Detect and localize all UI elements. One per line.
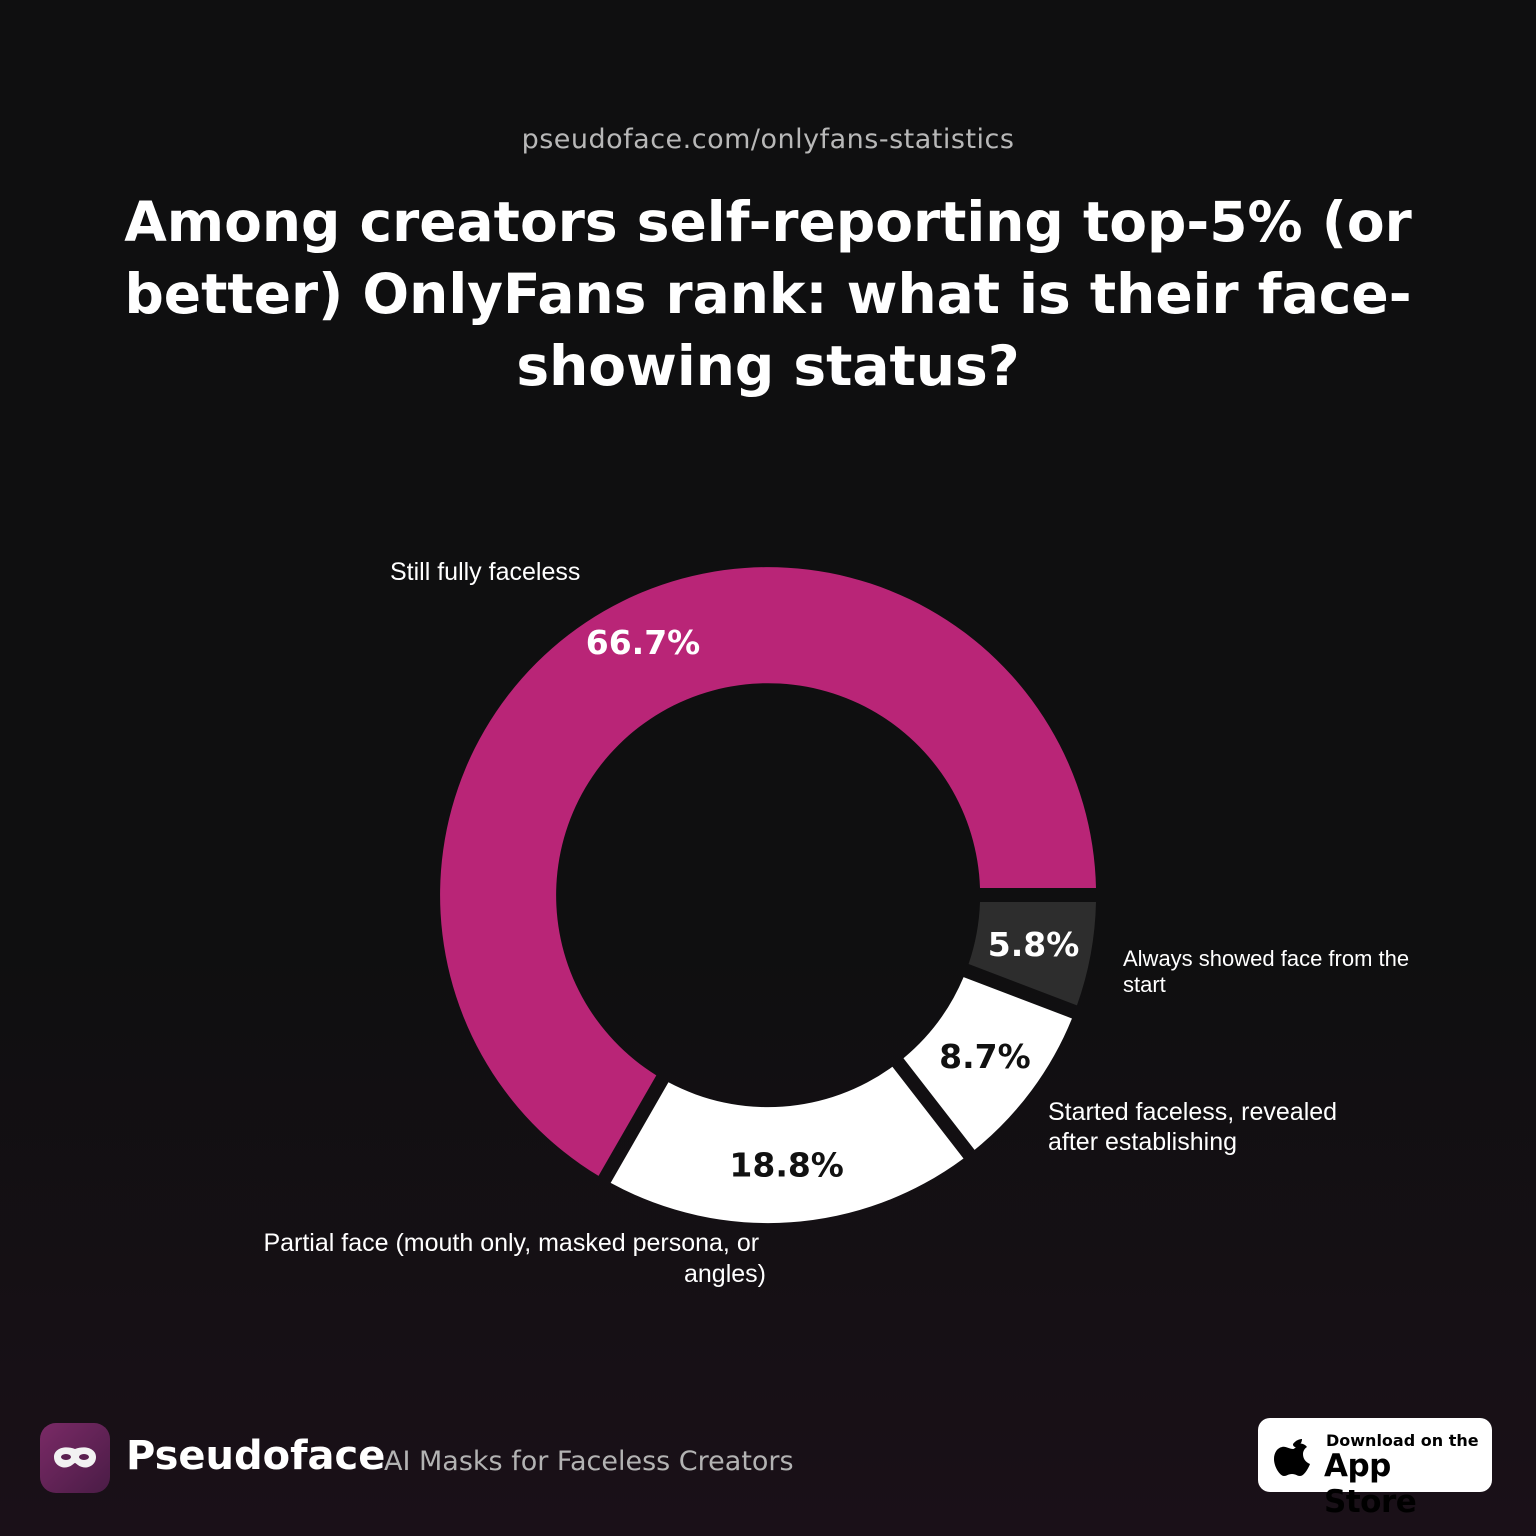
slice-still-faceless (440, 567, 1096, 1176)
value-label-revealed: 8.7% (939, 1037, 1031, 1076)
app-store-big-text: App Store (1324, 1448, 1417, 1520)
slice-always-showed (968, 902, 1096, 1006)
brand-name: Pseudoface (126, 1433, 386, 1479)
brand-tagline: AI Masks for Faceless Creators (384, 1446, 794, 1477)
source-url: pseudoface.com/onlyfans-statistics (521, 124, 1015, 155)
app-store-button[interactable]: Download on the App Store (1258, 1418, 1492, 1520)
category-label-revealed: Started faceless, revealed after establi… (1048, 1098, 1344, 1156)
category-label-partial: Partial face (mouth only, masked persona… (263, 1229, 766, 1288)
value-label-faceless: 66.7% (586, 623, 701, 662)
chart-title: Among creators self-reporting top-5% (or… (124, 190, 1412, 398)
slice-partial (610, 1066, 964, 1224)
value-label-always: 5.8% (988, 925, 1080, 964)
slice-revealed (903, 977, 1072, 1150)
app-store-small-text: Download on the (1326, 1431, 1479, 1450)
category-label-faceless: Still fully faceless (390, 558, 580, 586)
brand-logo (40, 1423, 110, 1493)
value-labels: 66.7% 5.8% 8.7% 18.8% (586, 623, 1080, 1184)
value-label-partial: 18.8% (729, 1145, 844, 1184)
category-label-always: Always showed face from the start (1123, 946, 1415, 997)
apple-icon (1274, 1439, 1310, 1476)
mask-icon (54, 1447, 96, 1468)
donut-slices (440, 567, 1096, 1224)
